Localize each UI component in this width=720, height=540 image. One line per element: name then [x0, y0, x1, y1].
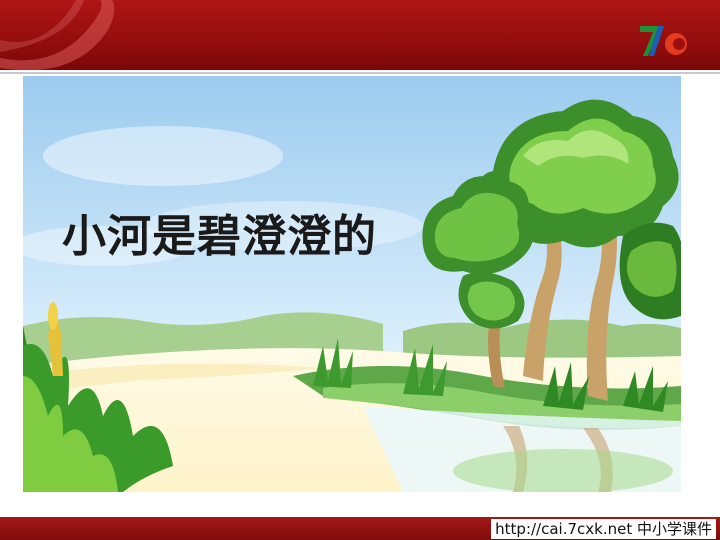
header-divider — [0, 72, 720, 74]
slide-title: 小河是碧澄澄的 — [62, 211, 377, 262]
7c-logo-icon — [640, 26, 687, 56]
illustration-scene — [23, 76, 681, 492]
footer-source-text: http://cai.7cxk.net 中小学课件 — [491, 519, 716, 539]
landscape-illustration — [23, 76, 681, 492]
header-bar — [0, 0, 720, 70]
header-swoosh-decoration — [0, 0, 115, 70]
